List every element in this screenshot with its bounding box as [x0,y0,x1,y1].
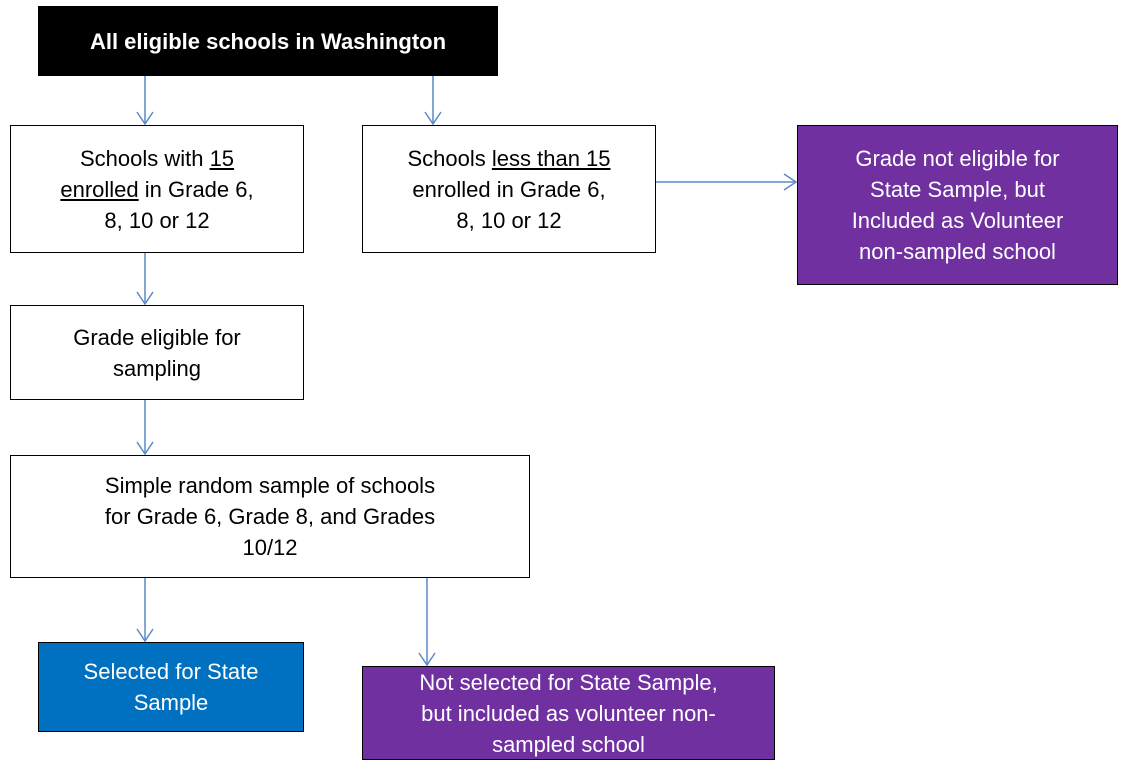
flow-node: Schools less than 15 enrolled in Grade 6,… [362,125,656,253]
node-line: Schools less than 15 [407,143,610,174]
node-line: enrolled in Grade 6, [412,174,605,205]
node-line: 10/12 [242,532,297,563]
node-text: Included as Volunteer [851,208,1064,233]
arrow [136,76,154,126]
node-line: sampling [113,353,201,384]
node-text: 8, 10 or 12 [456,207,562,233]
node-line: State Sample, but [870,174,1045,205]
node-line: Selected for State [84,656,259,687]
node-line: enrolled in Grade 6, [60,174,253,205]
node-text: Not selected for State Sample, [419,669,718,695]
flow-node: Simple random sample of schools for Grade… [10,455,530,578]
node-line: 8, 10 or 12 [104,205,209,236]
node-text: Simple random sample of schools [104,473,436,498]
node-line: Grade eligible for [73,322,241,353]
flow-node: Selected for State Sample [38,642,304,732]
arrow [136,253,154,306]
node-text: for Grade 6, Grade 8, and Grades [104,504,436,529]
node-line: Not selected for State Sample, [419,667,717,698]
node-text: in Grade 6, [138,176,254,202]
node-text: non-sampled school [859,239,1056,264]
node-line: Included as Volunteer [852,205,1064,236]
node-text: Grade not eligible for [855,146,1060,171]
node-text: Sample [133,690,209,715]
node-text: Selected for State [83,659,259,684]
arrow [136,400,154,456]
node-text: but included as volunteer non- [421,700,716,726]
arrow [656,173,798,191]
node-line: 8, 10 or 12 [456,205,561,236]
node-text: Grade eligible for [73,324,241,350]
node-text: 10/12 [242,535,298,560]
node-text: State Sample, but [870,177,1045,202]
node-line: for Grade 6, Grade 8, and Grades [105,501,435,532]
node-line: Sample [134,687,209,718]
node-text: 8, 10 or 12 [104,207,210,233]
arrow [418,578,436,667]
node-text: Schools [407,145,492,171]
node-line: sampled school [492,729,645,760]
node-line: Grade not eligible for [855,143,1059,174]
node-line: non-sampled school [859,236,1056,267]
flow-node: Not selected for State Sample, but includ… [362,666,775,760]
node-text: enrolled in Grade 6, [412,176,606,202]
flow-node: Grade eligible for sampling [10,305,304,400]
node-line: Schools with 15 [80,143,234,174]
node-line: All eligible schools in Washington [90,26,446,57]
underlined-text: less than 15 [491,145,611,171]
arrow [424,76,442,126]
node-text: sampling [112,355,202,381]
flow-node: Schools with 15 enrolled in Grade 6, 8, 10… [10,125,304,253]
underlined-text: 15 [209,145,235,171]
flow-node: All eligible schools in Washington [38,6,498,76]
node-text: sampled school [492,731,645,757]
node-line: Simple random sample of schools [105,470,435,501]
flow-node: Grade not eligible for State Sample, but I… [797,125,1118,285]
arrow [136,578,154,643]
node-line: but included as volunteer non- [421,698,716,729]
node-text: Schools with [79,145,210,171]
node-text: All eligible schools in Washington [89,28,447,54]
underlined-text: enrolled [60,176,139,202]
